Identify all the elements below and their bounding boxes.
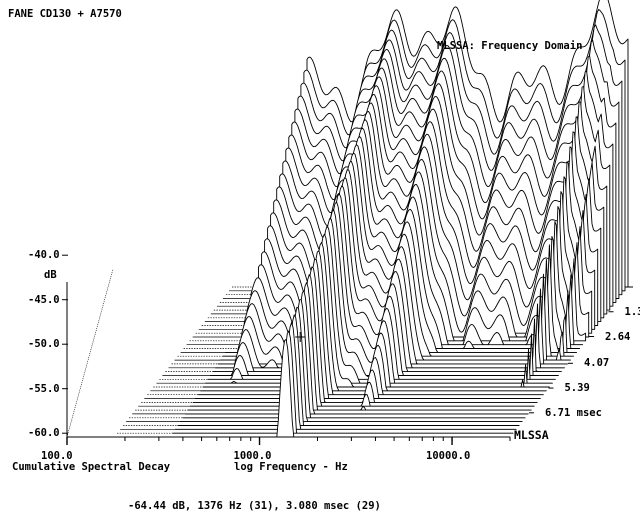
decay-slice: [179, 306, 523, 423]
z-tick-label: 1.32: [624, 305, 640, 318]
chart-title: FANE CD130 + A7570: [8, 8, 122, 20]
decay-slice: [185, 290, 529, 415]
decay-slices: [169, 0, 629, 438]
cursor-readout: -64.44 dB, 1376 Hz (31), 3.080 msec (29): [128, 500, 381, 512]
brand-label: MLSSA: [514, 428, 549, 442]
y-tick-label: -60.0: [28, 427, 60, 440]
x-tick-label: 10000.0: [426, 450, 471, 462]
y-tick-label: -55.0: [28, 382, 60, 395]
x-tick-label: 100.0: [41, 450, 73, 462]
y-axis-label: dB: [44, 269, 57, 281]
y-tick-label: -45.0: [28, 293, 60, 306]
decay-slice: [172, 330, 514, 434]
x-tick-label: 1000.0: [233, 450, 272, 462]
decay-slice: [174, 322, 517, 430]
z-tick-label: 6.71 msec: [545, 406, 602, 419]
z-tick-label: 5.39: [564, 382, 590, 395]
decay-slice: [190, 274, 535, 407]
y-tick-label: -50.0: [28, 338, 60, 351]
decay-slice: [177, 314, 520, 426]
axes: [62, 254, 633, 445]
floor-edge: [66, 268, 114, 438]
decay-slice: [197, 250, 544, 396]
z-tick-label: 4.07: [583, 357, 610, 370]
caption-left: Cumulative Spectral Decay: [12, 461, 171, 473]
decay-slice: [187, 282, 532, 411]
mode-label: MLSSA: Frequency Domain: [437, 40, 583, 52]
x-axis-label: log Frequency - Hz: [234, 461, 348, 473]
y-tick-label: -40.0: [28, 249, 60, 262]
decay-slice: [192, 266, 538, 403]
decay-slice: [195, 258, 541, 399]
decay-slice: [182, 299, 526, 419]
z-tick-label: 2.64: [605, 330, 631, 343]
